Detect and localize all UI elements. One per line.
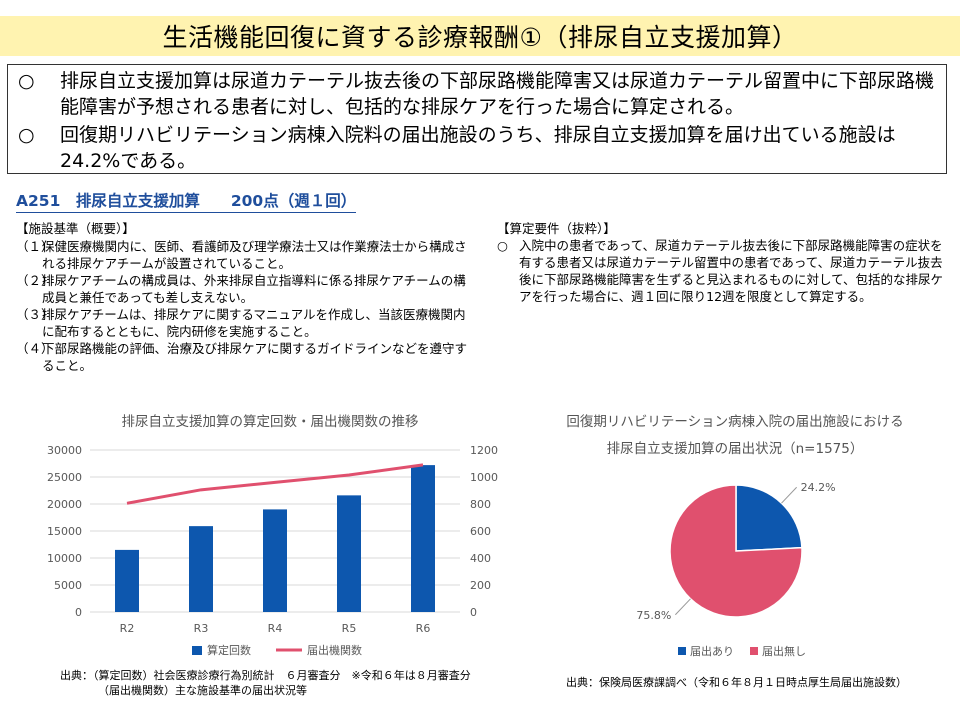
y-tick-right: 200 — [470, 579, 491, 592]
legend-label: 届出機関数 — [307, 643, 362, 657]
criteria-number: （１） — [16, 239, 54, 254]
bar — [189, 526, 213, 612]
pie-slice — [669, 484, 803, 618]
source-left-line2: （届出機関数）主な施設基準の届出状況等 — [98, 684, 307, 697]
legend-label: 届出無し — [762, 644, 806, 658]
criteria-text: 下部尿路機能の評価、治療及び排尿ケアに関するガイドラインなどを遵守すること。 — [42, 341, 468, 373]
y-tick-right: 0 — [470, 606, 477, 619]
bar — [411, 465, 435, 612]
x-tick-label: R6 — [416, 622, 431, 635]
facility-criteria: 【施設基準（概要）】 （１） 保健医療機関内に、医師、看護師及び理学療法士又は作… — [16, 220, 476, 374]
y-tick-left: 15000 — [47, 525, 82, 538]
y-tick-right: 1000 — [470, 471, 498, 484]
criteria-number: （４） — [16, 341, 54, 356]
y-tick-left: 20000 — [47, 498, 82, 511]
combo-chart: 0 0 5000 200 10000 400 15000 600 20000 800 25000 10… — [47, 444, 498, 657]
pie-leader-line — [781, 486, 798, 504]
legend-label: 届出あり — [690, 644, 734, 658]
y-tick-left: 10000 — [47, 552, 82, 565]
requirements-item: ○ 入院中の患者であって、尿道カテーテル抜去後に下部尿路機能障害の症状を有する患… — [497, 237, 947, 305]
y-tick-right: 600 — [470, 525, 491, 538]
requirements-heading: 【算定要件（抜粋）】 — [497, 221, 616, 236]
pie-chart-title-line1: 回復期リハビリテーション病棟入院の届出施設における — [566, 414, 904, 430]
page-title: 生活機能回復に資する診療報酬①（排尿自立支援加算） — [162, 23, 798, 52]
x-tick-label: R2 — [120, 622, 135, 635]
criteria-text: 排尿ケアチームの構成員は、外来排尿自立指導料に係る排尿ケアチームの構成員と兼任で… — [42, 273, 466, 305]
y-tick-right: 1200 — [470, 444, 498, 457]
criteria-number: （３） — [16, 307, 54, 322]
source-left-line1: 出典：（算定回数）社会医療診療行為別統計 ６月審査分 ※令和６年は８月審査分 — [60, 669, 471, 682]
y-tick-left: 30000 — [47, 444, 82, 457]
requirements-text: 入院中の患者であって、尿道カテーテル抜去後に下部尿路機能障害の症状を有する患者又… — [519, 238, 944, 304]
criteria-item: （４） 下部尿路機能の評価、治療及び排尿ケアに関するガイドラインなどを遵守するこ… — [16, 340, 476, 374]
criteria-item: （２） 排尿ケアチームの構成員は、外来排尿自立指導料に係る排尿ケアチームの構成員… — [16, 272, 476, 306]
calculation-requirements: 【算定要件（抜粋）】 ○ 入院中の患者であって、尿道カテーテル抜去後に下部尿路機… — [497, 220, 947, 305]
y-tick-left: 25000 — [47, 471, 82, 484]
legend-swatch — [750, 647, 758, 655]
summary-text: 排尿自立支援加算は尿道カテーテル抜去後の下部尿路機能障害又は尿道カテーテル留置中… — [60, 70, 935, 118]
pie-leader-line — [674, 598, 691, 616]
criteria-number: （２） — [16, 273, 54, 288]
pie-slice — [735, 484, 803, 552]
summary-item: ○ 排尿自立支援加算は尿道カテーテル抜去後の下部尿路機能障害又は尿道カテーテル留… — [18, 68, 936, 120]
legend-swatch — [678, 647, 686, 655]
source-right: 出典：保険局医療課調べ（令和６年８月１日時点厚生局届出施設数） — [566, 676, 907, 689]
criteria-item: （１） 保健医療機関内に、医師、看護師及び理学療法士又は作業療法士から構成される… — [16, 238, 476, 272]
summary-box: ○ 排尿自立支援加算は尿道カテーテル抜去後の下部尿路機能障害又は尿道カテーテル留… — [7, 64, 947, 174]
legend-label: 算定回数 — [207, 643, 251, 657]
source-left: 出典：（算定回数）社会医療診療行為別統計 ６月審査分 ※令和６年は８月審査分 （… — [60, 668, 471, 698]
pie-data-label: 24.2% — [801, 481, 836, 494]
summary-text: 回復期リハビリテーション病棟入院料の届出施設のうち、排尿自立支援加算を届け出てい… — [60, 124, 896, 172]
criteria-item: （３） 排尿ケアチームは、排尿ケアに関するマニュアルを作成し、当該医療機関内に配… — [16, 306, 476, 340]
summary-marker: ○ — [18, 124, 35, 146]
bar — [115, 549, 139, 612]
summary-marker: ○ — [18, 70, 35, 92]
summary-item: ○ 回復期リハビリテーション病棟入院料の届出施設のうち、排尿自立支援加算を届け出… — [18, 122, 936, 174]
x-tick-label: R3 — [194, 622, 209, 635]
legend-swatch-bar — [192, 646, 202, 655]
y-tick-right: 400 — [470, 552, 491, 565]
criteria-heading: 【施設基準（概要）】 — [16, 221, 135, 236]
pie-chart-title-line2: 排尿自立支援加算の届出状況（n=1575） — [606, 441, 864, 457]
title-bar: 生活機能回復に資する診療報酬①（排尿自立支援加算） — [0, 16, 960, 56]
x-tick-label: R5 — [342, 622, 357, 635]
requirements-marker: ○ — [497, 238, 508, 253]
pie-chart: 24.2% 75.8% 届出あり 届出無し — [636, 481, 836, 658]
section-heading: A251 排尿自立支援加算 200点（週１回） — [16, 189, 357, 213]
bar — [337, 495, 361, 612]
y-tick-left: 5000 — [54, 579, 82, 592]
line-series — [126, 463, 424, 505]
x-tick-label: R4 — [268, 622, 283, 635]
y-tick-right: 800 — [470, 498, 491, 511]
pie-data-label: 75.8% — [636, 609, 671, 622]
criteria-text: 保健医療機関内に、医師、看護師及び理学療法士又は作業療法士から構成される排尿ケア… — [42, 239, 467, 271]
combo-chart-title: 排尿自立支援加算の算定回数・届出機関数の推移 — [121, 414, 419, 430]
bar — [263, 509, 287, 612]
criteria-text: 排尿ケアチームは、排尿ケアに関するマニュアルを作成し、当該医療機関内に配布すると… — [42, 307, 466, 339]
y-tick-left: 0 — [75, 606, 82, 619]
